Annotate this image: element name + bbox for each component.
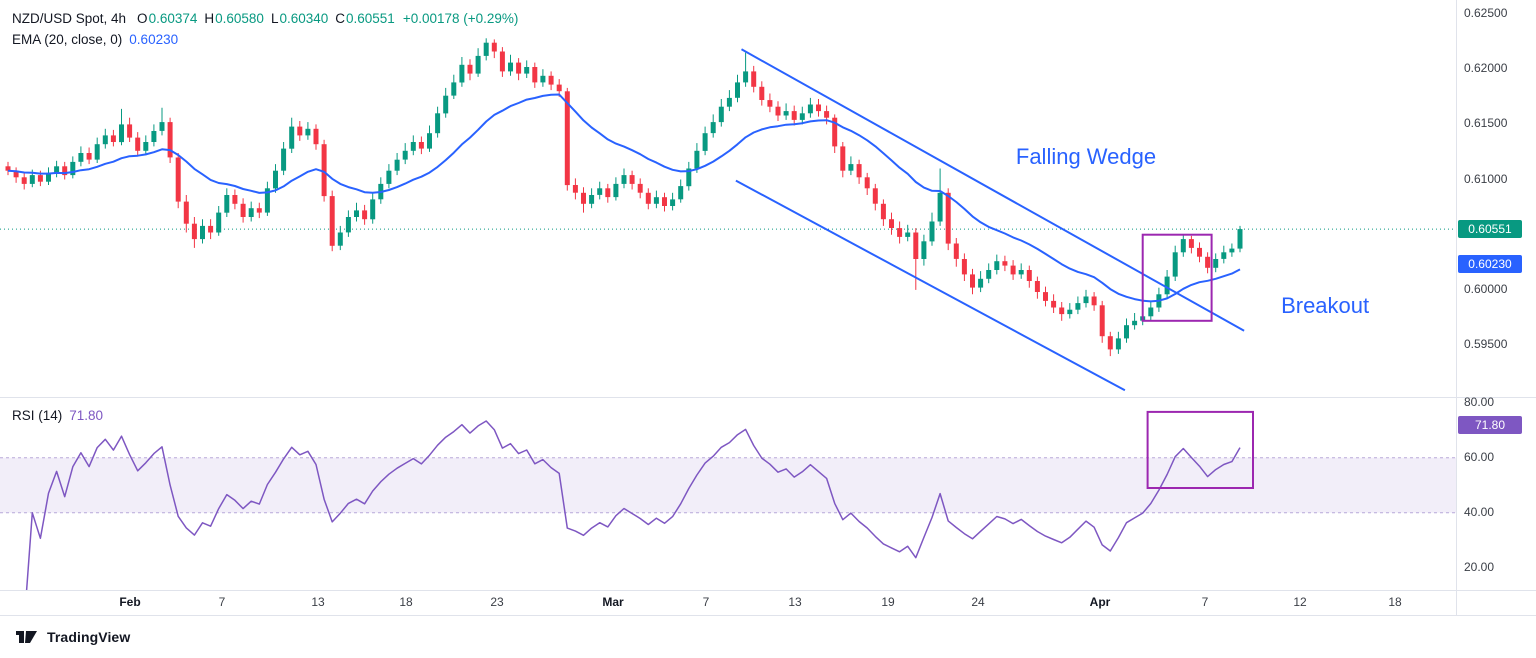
time-tick: 12	[1293, 595, 1307, 609]
time-tick: 23	[490, 595, 504, 609]
price-tick: 0.61500	[1464, 116, 1508, 131]
time-tick: 24	[971, 595, 985, 609]
ohlc-close-value: 0.60551	[346, 11, 395, 26]
time-tick: Mar	[602, 595, 624, 609]
tradingview-logo[interactable]: TradingView	[16, 629, 130, 645]
price-axis[interactable]: 0.60551 0.60230 71.80 0.62500 0.62000 0.61…	[1456, 0, 1536, 615]
tradingview-logo-icon	[16, 631, 37, 643]
time-tick: 18	[1388, 595, 1402, 609]
rsi-band	[0, 457, 1456, 513]
price-tick: 0.59500	[1464, 337, 1508, 352]
time-tick: Feb	[119, 595, 141, 609]
time-tick: 7	[702, 595, 710, 609]
time-tick: 18	[399, 595, 413, 609]
last-price-badge: 0.60551	[1458, 220, 1522, 239]
pane-separator[interactable]	[0, 397, 1536, 398]
price-tick: 0.62000	[1464, 61, 1508, 76]
ohlc-low-label: L	[270, 11, 279, 26]
time-tick: 7	[218, 595, 226, 609]
time-axis-separator	[0, 590, 1536, 591]
time-tick: 19	[881, 595, 895, 609]
symbol-legend: NZD/USD Spot, 4h O0.60374 H0.60580 L0.60340…	[12, 8, 518, 50]
candles-group	[5, 38, 1243, 357]
price-tick: 0.62500	[1464, 6, 1508, 20]
time-tick: 13	[788, 595, 802, 609]
wedge-trendline[interactable]	[735, 179, 1126, 392]
breakout-annotation[interactable]: Breakout	[1281, 293, 1370, 319]
rsi-tick: 60.00	[1464, 449, 1495, 464]
rsi-breakout-box[interactable]	[1146, 410, 1254, 489]
ema-legend-value: 0.60230	[129, 32, 179, 47]
ohlc-high-value: 0.60580	[215, 11, 264, 26]
tradingview-logo-text: TradingView	[47, 629, 131, 645]
ohlc-high-label: H	[204, 11, 215, 26]
ema-value-badge: 0.60230	[1458, 255, 1522, 274]
ema-line[interactable]	[7, 93, 1241, 303]
rsi-legend-title[interactable]: RSI (14)	[12, 408, 63, 423]
rsi-chart-canvas[interactable]	[0, 397, 1456, 590]
price-tick: 0.61000	[1464, 171, 1508, 186]
footer: TradingView	[0, 616, 1536, 658]
main-chart-pane[interactable]: NZD/USD Spot, 4h O0.60374 H0.60580 L0.60340…	[0, 0, 1456, 397]
time-tick: 7	[1201, 595, 1209, 609]
rsi-line[interactable]	[24, 420, 1241, 590]
time-tick: 13	[311, 595, 325, 609]
ohlc-open-label: O	[137, 11, 148, 26]
rsi-pane[interactable]: RSI (14) 71.80	[0, 397, 1456, 590]
rsi-value-badge: 71.80	[1458, 416, 1522, 435]
breakout-box[interactable]	[1141, 233, 1213, 322]
price-chart-canvas[interactable]	[0, 0, 1456, 397]
ohlc-open-value: 0.60374	[148, 11, 198, 26]
price-tick: 0.60000	[1464, 281, 1508, 296]
rsi-legend: RSI (14) 71.80	[12, 405, 103, 426]
rsi-tick: 80.00	[1464, 394, 1495, 409]
symbol-title[interactable]: NZD/USD Spot, 4h	[12, 11, 127, 26]
time-tick: Apr	[1089, 595, 1111, 609]
time-axis[interactable]: Feb 7 13 18 23 Mar 7 13 19 24 Apr 7 12 18	[0, 590, 1456, 615]
rsi-tick: 20.00	[1464, 559, 1495, 574]
ohlc-close-label: C	[335, 11, 346, 26]
ema-legend-title[interactable]: EMA (20, close, 0)	[12, 32, 123, 47]
change-value: +0.00178 (+0.29%)	[402, 11, 519, 26]
rsi-legend-value: 71.80	[69, 408, 104, 423]
ohlc-low-value: 0.60340	[279, 11, 329, 26]
falling-wedge-annotation[interactable]: Falling Wedge	[1015, 144, 1157, 170]
rsi-tick: 40.00	[1464, 504, 1495, 519]
wedge-trendline[interactable]	[741, 48, 1245, 332]
footer-separator	[0, 615, 1536, 616]
